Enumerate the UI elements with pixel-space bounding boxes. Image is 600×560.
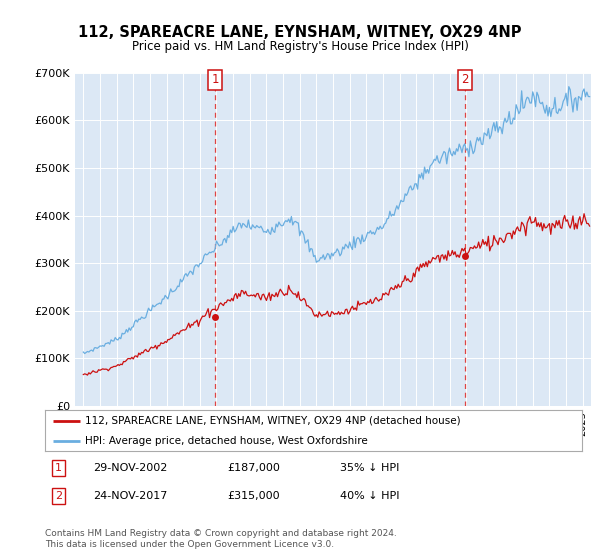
- Text: £315,000: £315,000: [227, 491, 280, 501]
- Text: 24-NOV-2017: 24-NOV-2017: [94, 491, 168, 501]
- Text: 29-NOV-2002: 29-NOV-2002: [94, 463, 168, 473]
- Text: 2: 2: [55, 491, 62, 501]
- Text: £187,000: £187,000: [227, 463, 280, 473]
- Text: Contains HM Land Registry data © Crown copyright and database right 2024.
This d: Contains HM Land Registry data © Crown c…: [45, 529, 397, 549]
- Text: HPI: Average price, detached house, West Oxfordshire: HPI: Average price, detached house, West…: [85, 436, 368, 446]
- Text: 112, SPAREACRE LANE, EYNSHAM, WITNEY, OX29 4NP (detached house): 112, SPAREACRE LANE, EYNSHAM, WITNEY, OX…: [85, 416, 461, 426]
- Text: 112, SPAREACRE LANE, EYNSHAM, WITNEY, OX29 4NP: 112, SPAREACRE LANE, EYNSHAM, WITNEY, OX…: [78, 25, 522, 40]
- Text: 40% ↓ HPI: 40% ↓ HPI: [340, 491, 400, 501]
- Text: 35% ↓ HPI: 35% ↓ HPI: [340, 463, 400, 473]
- Text: 2: 2: [461, 73, 469, 86]
- Text: 1: 1: [55, 463, 62, 473]
- Text: 1: 1: [211, 73, 219, 86]
- Text: Price paid vs. HM Land Registry's House Price Index (HPI): Price paid vs. HM Land Registry's House …: [131, 40, 469, 53]
